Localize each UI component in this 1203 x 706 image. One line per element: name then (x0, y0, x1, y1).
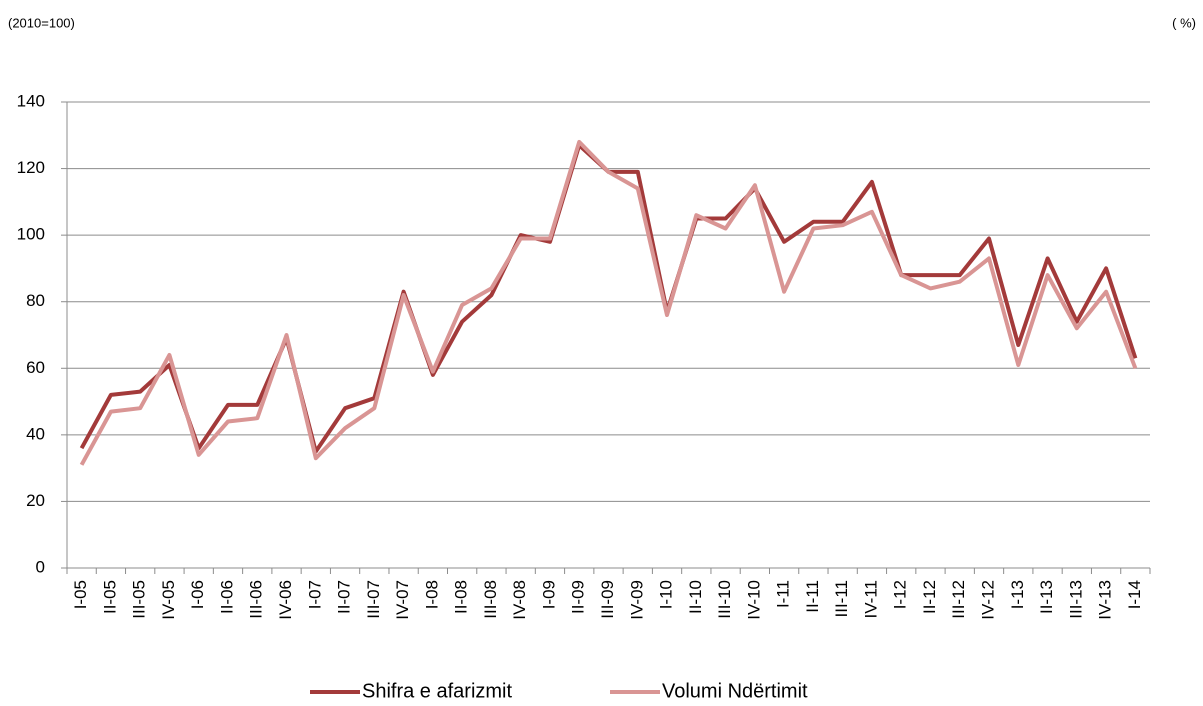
x-tick-label: III-05 (130, 580, 149, 619)
y-tick-label: 120 (17, 158, 45, 177)
y-tick-label: 140 (17, 91, 45, 110)
y-tick-label: 80 (26, 291, 45, 310)
x-tick-label: I-14 (1125, 580, 1144, 609)
x-tick-label: IV-10 (744, 580, 763, 620)
legend-label: Shifra e afarizmit (362, 680, 512, 702)
series-line (79, 139, 1138, 466)
x-tick-label: I-11 (774, 580, 793, 608)
x-tick-label: IV-09 (627, 580, 646, 620)
x-tick-label: III-09 (598, 580, 617, 619)
y-tick-label: 60 (26, 358, 45, 377)
x-tick-label: III-10 (715, 580, 734, 619)
index-note: (2010=100) (8, 15, 75, 30)
y-tick-label: 40 (26, 424, 45, 443)
x-tick-label: IV-13 (1096, 580, 1115, 620)
x-tick-label: II-07 (335, 580, 354, 614)
x-tick-label: IV-12 (978, 580, 997, 620)
x-tick-label: IV-05 (159, 580, 178, 620)
x-tick-label: II-05 (100, 580, 119, 614)
x-tick-label: III-11 (832, 580, 851, 617)
x-tick-label: II-09 (569, 580, 588, 614)
x-tick-label: II-06 (217, 580, 236, 614)
x-tick-label: IV-11 (861, 580, 880, 618)
x-tick-label: I-05 (71, 580, 90, 609)
x-tick-label: III-12 (949, 580, 968, 619)
x-tick-label: III-13 (1066, 580, 1085, 619)
x-tick-label: II-13 (1037, 580, 1056, 614)
x-tick-label: I-13 (1008, 580, 1027, 609)
y-tick-label: 20 (26, 491, 45, 510)
x-tick-label: III-07 (364, 580, 383, 619)
x-tick-label: II-12 (920, 580, 939, 614)
y-tick-label: 0 (36, 557, 45, 576)
series-line (79, 143, 1138, 454)
x-tick-label: II-08 (452, 580, 471, 614)
x-tick-label: I-09 (539, 580, 558, 609)
x-tick-label: IV-08 (510, 580, 529, 620)
x-tick-label: I-06 (188, 580, 207, 609)
x-tick-label: II-10 (686, 580, 705, 614)
y-tick-label: 100 (17, 225, 45, 244)
x-tick-label: IV-06 (276, 580, 295, 620)
x-tick-label: I-12 (891, 580, 910, 609)
legend-label: Volumi Ndërtimit (662, 680, 808, 702)
x-tick-label: IV-07 (393, 580, 412, 620)
x-tick-label: I-07 (305, 580, 324, 609)
x-tick-label: III-06 (247, 580, 266, 619)
x-tick-label: I-08 (422, 580, 441, 609)
x-tick-label: II-11 (803, 580, 822, 613)
x-tick-label: III-08 (481, 580, 500, 619)
x-tick-label: I-10 (657, 580, 676, 609)
unit-note: ( %) (1172, 15, 1196, 30)
